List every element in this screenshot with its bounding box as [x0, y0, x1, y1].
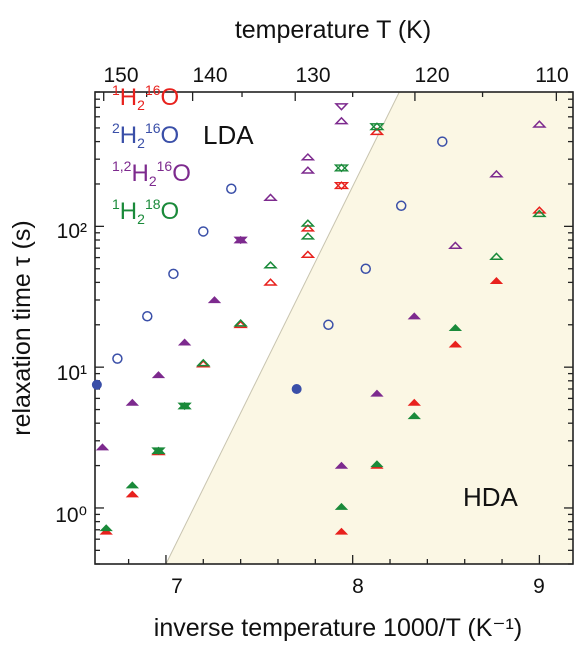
data-point: [196, 359, 211, 368]
lda-hda-boundary-line: [165, 91, 400, 565]
data-point: [489, 169, 504, 178]
data-point: [233, 319, 248, 327]
data-point: [323, 319, 334, 331]
data-point: [489, 252, 504, 260]
hda-region: [165, 92, 573, 564]
data-point: [95, 443, 110, 451]
data-point: [333, 181, 350, 190]
data-point: [532, 209, 547, 218]
star-half: [233, 236, 248, 245]
data-point: [233, 320, 248, 329]
x2-tick-label: 130: [295, 64, 330, 87]
data-point: [125, 398, 140, 406]
data-point: [177, 401, 192, 411]
data-point: [125, 490, 140, 498]
legend: 1H216O 2H216O 1,2H216O 1H218O: [112, 82, 191, 227]
x-tick-label: 7: [171, 575, 183, 598]
legend-entry: 1H218O: [112, 196, 179, 227]
data-point: [263, 193, 278, 201]
data-point: [300, 152, 316, 161]
data-point: [300, 166, 316, 174]
data-point: [99, 527, 113, 535]
data-point: [334, 502, 349, 510]
data-point: [196, 358, 211, 367]
hda-label: HDA: [463, 482, 519, 512]
data-point: [334, 103, 349, 111]
data-point: [263, 260, 278, 269]
y-tick-label: 10²: [57, 220, 87, 243]
data-point: [151, 446, 166, 455]
data-point: [99, 524, 113, 532]
data-point: [300, 219, 316, 227]
x-tick-label: 8: [352, 575, 364, 598]
legend-entry: 2H216O: [112, 120, 179, 151]
x-tick-label: 9: [533, 575, 545, 598]
data-point: [532, 206, 547, 214]
star-half: [151, 447, 166, 455]
data-point: [448, 340, 463, 348]
star-half: [369, 123, 385, 132]
data-point: [370, 389, 384, 397]
x2-tick-label: 120: [414, 64, 449, 87]
data-markers: [91, 103, 547, 535]
x2-tick-label: 140: [192, 64, 227, 87]
legend-entry: 1H216O: [112, 82, 179, 113]
data-point: [407, 312, 421, 320]
data-point: [360, 263, 371, 274]
data-point: [532, 120, 547, 128]
data-point: [448, 241, 463, 249]
data-point: [168, 268, 179, 280]
data-point: [333, 163, 350, 173]
data-point: [437, 136, 448, 147]
data-point: [142, 310, 153, 322]
star-half: [177, 402, 192, 411]
data-point: [151, 371, 166, 379]
lda-label: LDA: [203, 120, 254, 150]
data-point: [233, 235, 248, 245]
data-point: [300, 232, 316, 240]
data-point: [125, 481, 140, 489]
x2-tick-label: 110: [535, 64, 568, 87]
data-point: [177, 338, 192, 346]
data-point: [407, 412, 421, 420]
data-point: [334, 527, 349, 535]
axis-ticks: [95, 91, 573, 565]
data-point: [91, 379, 102, 390]
y-tick-label: 10¹: [57, 362, 87, 385]
y-tick-label: 10⁰: [55, 504, 87, 527]
data-point: [291, 383, 302, 394]
data-point: [112, 353, 123, 364]
data-point: [263, 278, 278, 286]
star-half: [333, 164, 350, 173]
star-half: [333, 181, 350, 190]
data-point: [198, 226, 209, 237]
data-point: [395, 200, 407, 212]
top-axis-title: temperature T (K): [235, 16, 431, 44]
y-axis-title: relaxation time τ (s): [8, 220, 36, 436]
legend-entry: 1,2H216O: [112, 158, 191, 189]
data-point: [407, 398, 421, 406]
data-point: [334, 461, 349, 469]
data-point: [369, 122, 385, 132]
plot-frame: [94, 91, 574, 565]
data-point: [489, 277, 504, 284]
data-point: [207, 296, 222, 304]
data-point: [334, 116, 349, 125]
data-point: [300, 250, 316, 258]
data-point: [370, 460, 384, 468]
data-point: [300, 224, 316, 232]
data-point: [226, 183, 237, 194]
data-point: [369, 127, 385, 136]
x2-tick-label: 150: [103, 64, 138, 87]
x-axis-title: inverse temperature 1000/T (K⁻¹): [154, 614, 522, 642]
data-point: [448, 324, 463, 332]
